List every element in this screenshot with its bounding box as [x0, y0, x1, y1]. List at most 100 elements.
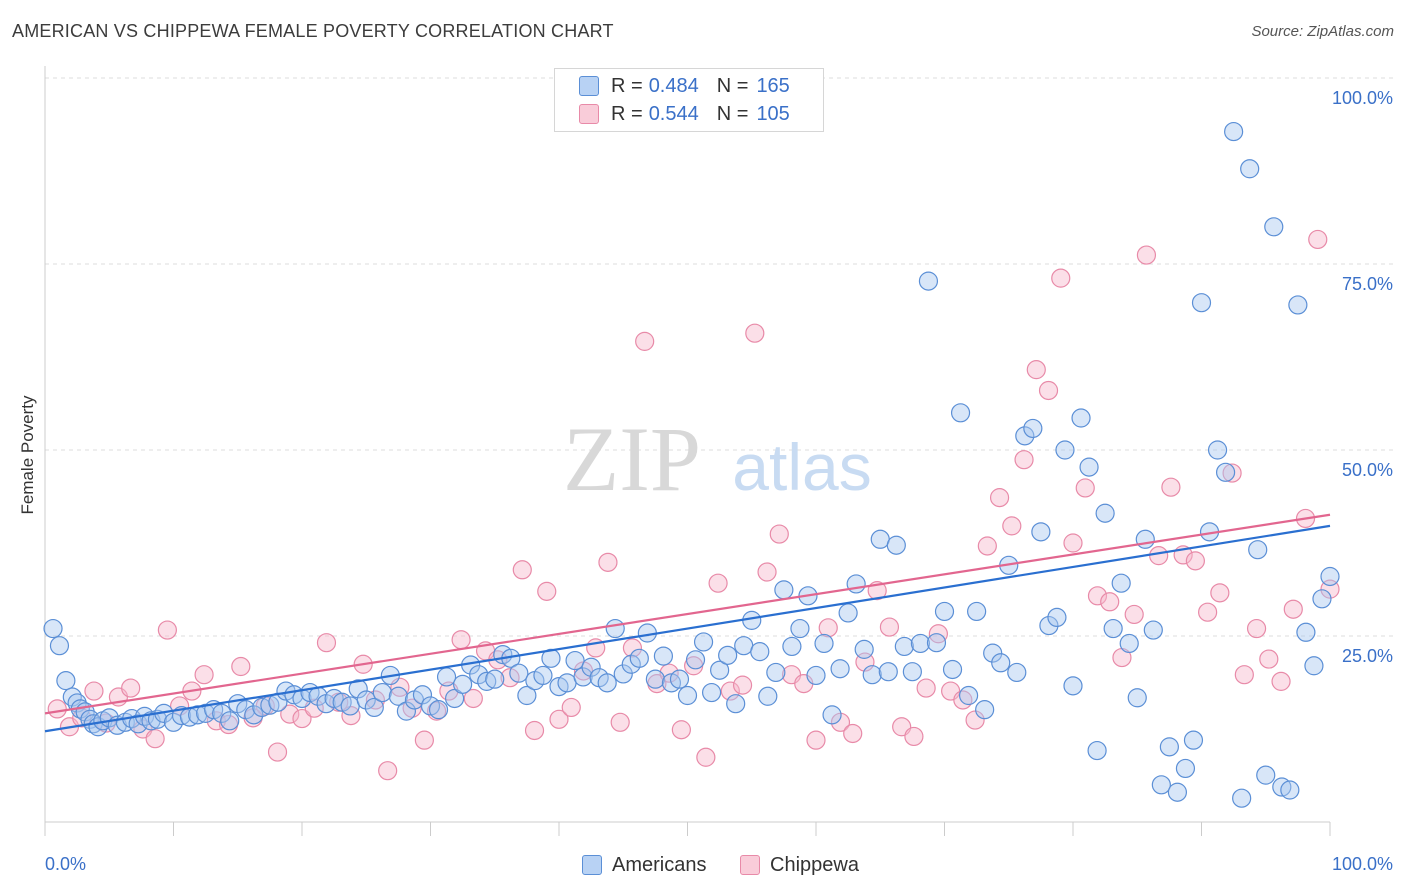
chippewa-point	[267, 742, 288, 762]
americans-point	[613, 664, 633, 684]
americans-point	[1240, 159, 1260, 179]
chippewa-point	[598, 552, 618, 572]
chippewa-point	[1283, 599, 1303, 619]
americans-point	[372, 682, 392, 703]
americans-point	[485, 669, 505, 689]
bottom-legend-americans: Americans	[582, 852, 706, 878]
americans-point	[854, 639, 874, 659]
americans-point	[822, 705, 842, 725]
americans-point	[1232, 788, 1252, 808]
chippewa-point	[757, 562, 777, 582]
americans-point	[1224, 121, 1244, 142]
x-tick-label: 0.0%	[45, 854, 86, 874]
americans-point	[1055, 440, 1075, 460]
chippewa-point	[696, 747, 716, 767]
chippewa-point	[512, 560, 532, 580]
americans-point	[934, 601, 955, 622]
americans-point	[396, 701, 417, 721]
americans-point	[1103, 618, 1123, 639]
chippewa-point	[451, 630, 471, 650]
americans-point	[43, 618, 63, 639]
chippewa-point	[732, 675, 753, 695]
americans-point	[1135, 529, 1155, 549]
americans-point	[910, 633, 931, 654]
chippewa-point	[1222, 463, 1242, 483]
americans-point	[1159, 737, 1179, 757]
chippewa-point	[1271, 671, 1291, 691]
americans-point	[645, 669, 665, 689]
americans-point	[517, 685, 537, 706]
chippewa-r-label: R =	[611, 102, 643, 125]
chippewa-point	[463, 688, 483, 709]
americans-point	[1087, 740, 1107, 761]
chippewa-point	[916, 678, 936, 698]
americans-point	[1007, 662, 1027, 683]
americans-point	[1256, 765, 1276, 785]
chippewa-point	[1002, 516, 1022, 536]
americans-point	[1167, 782, 1188, 802]
americans-point	[1127, 688, 1147, 708]
americans-r-value: 0.484	[648, 74, 699, 97]
americans-point	[56, 671, 76, 691]
americans-point	[1071, 408, 1091, 428]
chippewa-n-label: N =	[716, 102, 749, 125]
americans-point	[1248, 540, 1268, 560]
americans-legend-label: Americans	[612, 853, 707, 876]
chippewa-point	[280, 704, 300, 724]
americans-point	[412, 685, 433, 705]
americans-point	[1119, 633, 1139, 654]
americans-legend-swatch	[582, 855, 602, 875]
americans-point	[1304, 656, 1324, 676]
chippewa-point	[1259, 649, 1279, 669]
americans-point	[428, 700, 449, 720]
americans-point	[1079, 457, 1099, 477]
americans-point	[967, 601, 987, 622]
chippewa-point	[622, 638, 643, 658]
chippewa-point	[292, 708, 312, 729]
americans-point	[790, 618, 810, 639]
y-tick-label: 25.0%	[1342, 646, 1393, 666]
chippewa-point	[1308, 229, 1328, 250]
americans-point	[49, 636, 70, 656]
chippewa-point	[708, 573, 728, 593]
chippewa-point	[1149, 546, 1169, 566]
americans-point	[758, 686, 778, 706]
americans-point	[356, 690, 376, 710]
chippewa-point	[231, 656, 251, 677]
chippewa-point	[500, 668, 520, 688]
chippewa-point	[904, 726, 924, 747]
americans-point	[926, 633, 947, 653]
americans-point	[886, 535, 906, 555]
chippewa-r-value: 0.544	[648, 102, 699, 125]
americans-point	[629, 648, 649, 668]
chippewa-point	[1185, 551, 1205, 571]
chippewa-trendline	[44, 513, 1331, 715]
chippewa-point	[1234, 665, 1254, 685]
chippewa-point	[47, 699, 67, 719]
americans-point	[1031, 522, 1051, 542]
americans-point	[669, 669, 690, 689]
americans-point	[734, 636, 754, 656]
bottom-legend-chippewa: Chippewa	[740, 852, 859, 878]
watermark-atlas: atlas	[732, 430, 871, 504]
chart-title: AMERICAN VS CHIPPEWA FEMALE POVERTY CORR…	[12, 21, 614, 41]
americans-point	[1047, 607, 1067, 628]
chippewa-legend-label: Chippewa	[770, 853, 859, 876]
americans-point	[364, 697, 384, 718]
americans-point	[1151, 775, 1171, 795]
americans-point	[244, 705, 264, 725]
americans-point	[1312, 589, 1332, 609]
chippewa-point	[1051, 268, 1071, 288]
correlation-legend: R = 0.484 N = 165 R = 0.544 N = 105	[554, 68, 824, 132]
americans-point	[918, 271, 939, 291]
americans-point	[878, 662, 898, 682]
americans-point	[436, 667, 457, 687]
americans-point	[1015, 426, 1035, 446]
chippewa-n-value: 105	[756, 102, 790, 125]
americans-point	[1191, 293, 1212, 313]
chippewa-point	[157, 620, 177, 640]
chippewa-point	[1210, 583, 1230, 603]
americans-point	[701, 682, 722, 703]
americans-point	[477, 671, 497, 691]
chippewa-point	[806, 730, 826, 750]
